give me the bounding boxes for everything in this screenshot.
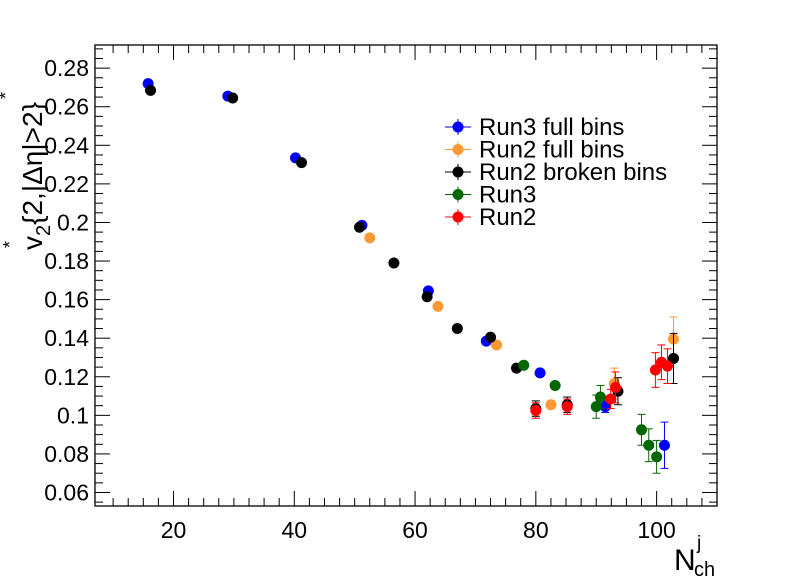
x-tick-label: 80 bbox=[523, 517, 549, 543]
y-tick-label: 0.16 bbox=[44, 287, 89, 313]
y-axis-label: v2{2,|Δη|>2} * * bbox=[0, 92, 55, 250]
data-point bbox=[605, 393, 617, 405]
y-label-tail: |>2} bbox=[17, 102, 48, 151]
x-axis: 20 40 60 80 100 bbox=[112, 45, 718, 543]
data-point bbox=[643, 439, 655, 451]
data-point bbox=[388, 257, 400, 269]
legend-label: Run2 bbox=[479, 204, 536, 231]
data-point bbox=[485, 331, 497, 343]
y-label-rest: {2,|Δη bbox=[17, 151, 48, 225]
data-point bbox=[364, 232, 376, 244]
svg-text:v2{2,|Δη|>2}: v2{2,|Δη|>2} bbox=[17, 102, 55, 250]
data-point bbox=[658, 439, 670, 451]
data-point bbox=[661, 360, 673, 372]
y-tick-label: 0.1 bbox=[57, 402, 89, 428]
y-tick-label: 0.26 bbox=[44, 94, 89, 120]
data-point bbox=[649, 364, 661, 376]
x-axis-label: N bbox=[674, 544, 696, 576]
y-label-rest-sup-star: * bbox=[0, 92, 16, 99]
x-tick-label: 20 bbox=[161, 517, 187, 543]
data-point bbox=[590, 401, 602, 413]
y-tick-label: 0.2 bbox=[57, 209, 89, 235]
series-4 bbox=[530, 344, 673, 419]
data-point bbox=[651, 451, 663, 463]
x-tick-label: 60 bbox=[402, 517, 428, 543]
data-point bbox=[545, 399, 557, 411]
y-label-sub: 2 bbox=[33, 225, 55, 236]
data-point bbox=[530, 405, 542, 417]
data-point bbox=[296, 157, 308, 169]
legend-item: Run3 full bins bbox=[445, 114, 624, 141]
data-point bbox=[227, 92, 239, 104]
y-tick-label: 0.08 bbox=[44, 441, 89, 467]
series-3 bbox=[518, 359, 663, 474]
legend-marker bbox=[452, 189, 464, 200]
data-point bbox=[668, 352, 680, 364]
legend-item: Run2 full bins bbox=[445, 137, 624, 164]
data-point bbox=[451, 323, 463, 335]
legend-marker bbox=[452, 121, 464, 133]
y-tick-label: 0.18 bbox=[44, 248, 89, 274]
data-point bbox=[561, 401, 573, 413]
data-point bbox=[534, 367, 546, 379]
legend-label: Run3 bbox=[479, 182, 536, 209]
data-point bbox=[636, 424, 648, 436]
x-tick-label: 40 bbox=[281, 517, 307, 543]
y-tick-label: 0.22 bbox=[44, 171, 89, 197]
x-axis-label-superscript: j bbox=[696, 533, 701, 554]
data-point bbox=[491, 339, 503, 351]
y-label-sup-star: * bbox=[0, 241, 20, 248]
legend-marker bbox=[452, 166, 464, 178]
data-point bbox=[518, 359, 530, 371]
data-point bbox=[594, 391, 606, 403]
plot-frame bbox=[94, 44, 718, 507]
y-tick-label: 0.24 bbox=[44, 132, 89, 158]
legend-item: Run2 bbox=[445, 204, 536, 231]
data-point bbox=[421, 291, 433, 303]
y-tick-label: 0.12 bbox=[44, 364, 89, 390]
y-tick-label: 0.06 bbox=[44, 479, 89, 505]
legend-item: Run3 bbox=[445, 182, 536, 209]
data-point bbox=[354, 221, 366, 233]
data-point bbox=[145, 84, 157, 96]
data-point bbox=[599, 401, 611, 413]
series-1 bbox=[364, 232, 680, 411]
y-tick-label: 0.14 bbox=[44, 325, 89, 351]
legend-label: Run2 broken bins bbox=[479, 159, 667, 186]
y-label-v: v bbox=[17, 236, 48, 250]
x-axis-label-subscript: ch bbox=[694, 559, 715, 576]
data-point bbox=[432, 300, 444, 312]
data-point bbox=[610, 381, 622, 393]
legend-label: Run3 full bins bbox=[479, 114, 624, 141]
legend-label: Run2 full bins bbox=[479, 137, 624, 164]
data-point bbox=[549, 379, 561, 391]
data-series bbox=[142, 78, 680, 474]
y-tick-label: 0.28 bbox=[44, 55, 89, 81]
y-axis: 0.06 0.08 0.1 0.12 0.14 0.16 0.18 0.2 0.22 0.24 0.… bbox=[44, 48, 717, 505]
legend-marker bbox=[452, 211, 464, 223]
legend-marker bbox=[452, 144, 464, 155]
legend-item: Run2 broken bins bbox=[445, 159, 667, 186]
x-tick-label: 100 bbox=[637, 517, 675, 543]
